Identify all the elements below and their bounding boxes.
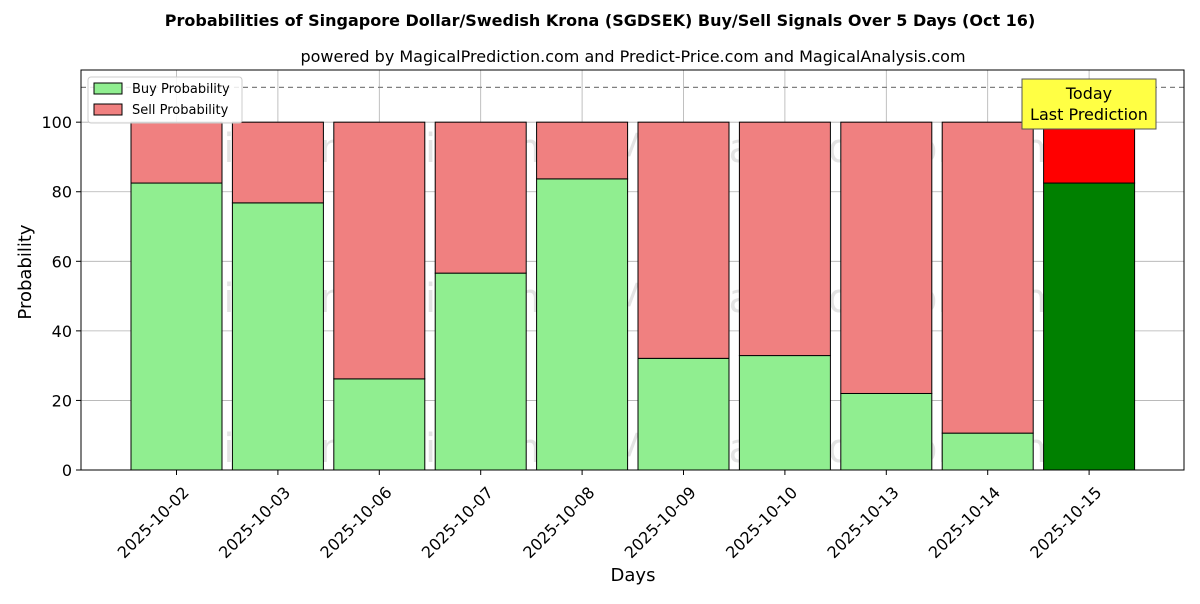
buy-bar	[941, 432, 1034, 471]
x-tick-label: 2025-10-03	[215, 483, 294, 562]
sell-bar	[231, 121, 324, 204]
buy-bar	[536, 178, 629, 471]
annotation-line-1: Today	[1065, 84, 1112, 103]
chart-title: Probabilities of Singapore Dollar/Swedis…	[165, 11, 1036, 30]
bars-layer	[81, 86, 1184, 471]
legend-label: Sell Probability	[132, 103, 229, 118]
y-tick-label: 20	[52, 391, 72, 410]
sell-bar	[130, 121, 223, 184]
buy-bar	[738, 355, 831, 471]
sell-bar	[941, 121, 1034, 434]
buy-bar	[434, 272, 527, 471]
y-tick-label: 40	[52, 322, 72, 341]
sell-bar	[536, 121, 629, 180]
x-tick-label: 2025-10-14	[925, 483, 1004, 562]
y-tick-label: 100	[41, 113, 72, 132]
chart-subtitle: powered by MagicalPrediction.com and Pre…	[300, 47, 965, 66]
y-tick-label: 60	[52, 252, 72, 271]
x-axis-label: Days	[611, 565, 656, 586]
x-tick-label: 2025-10-06	[316, 483, 395, 562]
buy-bar	[231, 202, 324, 471]
y-tick-label: 80	[52, 183, 72, 202]
buy-bar	[840, 392, 933, 471]
sell-bar	[333, 121, 426, 380]
buy-bar	[637, 357, 730, 471]
legend-swatch	[93, 103, 123, 116]
annotation-line-2: Last Prediction	[1030, 105, 1148, 124]
legend-label: Buy Probability	[132, 82, 230, 97]
x-tick-label: 2025-10-13	[823, 483, 902, 562]
x-tick-label: 2025-10-07	[418, 483, 497, 562]
legend-swatch	[93, 82, 123, 95]
buy-bar	[130, 182, 223, 471]
sell-bar	[434, 121, 527, 274]
x-tick-label: 2025-10-09	[621, 483, 700, 562]
buy-bar	[333, 378, 426, 471]
x-tick-label: 2025-10-08	[519, 483, 598, 562]
legend: Buy Probability Sell Probability	[87, 76, 243, 124]
buy-bar	[1043, 182, 1136, 471]
plot-frame	[80, 69, 1185, 471]
legend-box	[87, 76, 243, 124]
sell-bar	[637, 121, 730, 359]
x-tick-label: 2025-10-15	[1026, 483, 1105, 562]
sell-bar	[1043, 121, 1136, 184]
today-annotation: Today Last Prediction	[1021, 78, 1157, 130]
y-tick-label: 0	[62, 461, 72, 480]
y-axis-label: Probability	[15, 224, 36, 319]
x-tick-label: 2025-10-10	[722, 483, 801, 562]
sell-bar	[738, 121, 831, 357]
x-tick-label: 2025-10-02	[114, 483, 193, 562]
annotation-box	[1021, 78, 1157, 130]
sell-bar	[840, 121, 933, 394]
